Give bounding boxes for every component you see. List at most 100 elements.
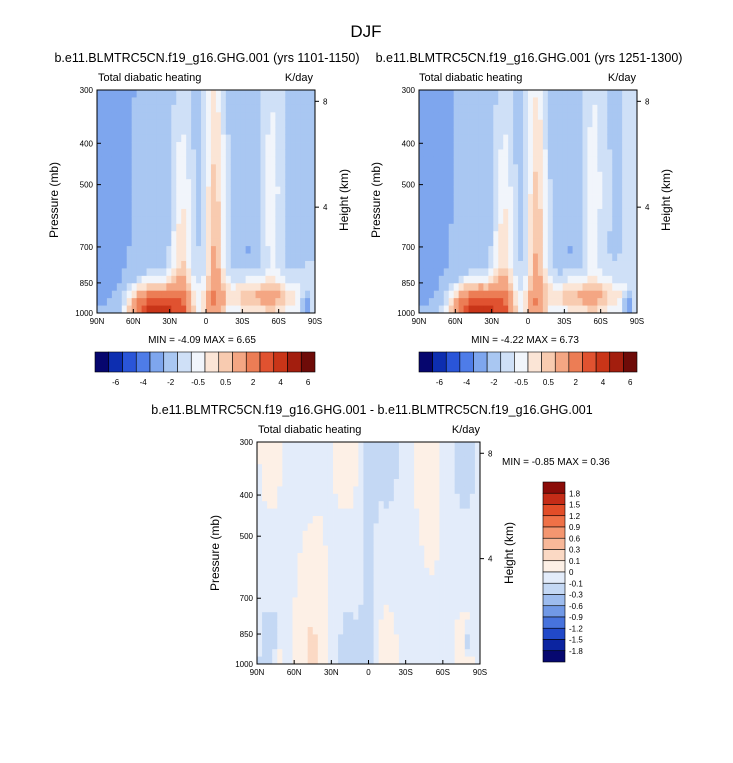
heatmap-cell: [295, 164, 301, 173]
heatmap-cell: [383, 597, 390, 606]
heatmap-cell: [373, 508, 380, 517]
heatmap-cell: [423, 119, 430, 128]
heatmap-cell: [448, 134, 455, 143]
heatmap-cell: [473, 149, 479, 158]
heatmap-cell: [270, 246, 276, 254]
heatmap-cell: [287, 627, 293, 635]
heatmap-cell: [176, 231, 182, 240]
heatmap-cell: [338, 560, 344, 569]
heatmap-cell: [627, 246, 633, 254]
heatmap-cell: [257, 604, 263, 613]
heatmap-cell: [607, 283, 613, 292]
heatmap-cell: [453, 268, 460, 277]
heatmap-cell: [453, 171, 460, 180]
heatmap-cell: [428, 208, 435, 217]
heatmap-cell: [393, 479, 400, 487]
heatmap-cell: [474, 604, 481, 613]
heatmap-cell: [255, 134, 261, 143]
heatmap-cell: [612, 149, 618, 158]
heatmap-cell: [230, 127, 237, 135]
heatmap-cell: [300, 290, 306, 299]
heatmap-cell: [312, 523, 319, 532]
heatmap-cell: [503, 216, 509, 225]
heatmap-cell: [171, 298, 177, 306]
heatmap-cell: [612, 142, 618, 150]
heatmap-cell: [597, 90, 603, 98]
heatmap-cell: [368, 493, 374, 502]
heatmap-cell: [191, 275, 197, 284]
panel-left-subtitle: b.e11.BLMTRC5CN.f19_g16.GHG.001 (yrs 110…: [54, 51, 359, 65]
heatmap-cell: [622, 260, 628, 269]
heatmap-cell: [617, 253, 623, 262]
heatmap-cell: [210, 201, 217, 210]
heatmap-cell: [348, 575, 354, 583]
heatmap-cell: [240, 305, 247, 314]
heatmap-cell: [146, 149, 152, 158]
heatmap-cell: [443, 142, 450, 150]
heatmap-cell: [260, 179, 266, 188]
heatmap-cell: [302, 479, 309, 487]
heatmap-cell: [327, 523, 334, 532]
heatmap-cell: [383, 582, 390, 591]
heatmap-cell: [617, 171, 623, 180]
heatmap-cell: [156, 201, 162, 210]
heatmap-cell: [419, 156, 425, 165]
heatmap-cell: [267, 449, 273, 458]
heatmap-cell: [483, 290, 489, 299]
heatmap-cell: [176, 268, 182, 277]
heatmap-cell: [285, 119, 291, 128]
colorbar-box: [542, 515, 566, 528]
heatmap-cell: [393, 612, 400, 620]
heatmap-cell: [567, 90, 573, 98]
heatmap-cell: [617, 238, 623, 247]
heatmap-cell: [523, 90, 529, 98]
heatmap-cell: [592, 104, 598, 113]
heatmap-cell: [126, 268, 133, 277]
heatmap-cell: [353, 590, 359, 598]
heatmap-cell: [285, 268, 291, 277]
heatmap-cell: [343, 493, 349, 502]
heatmap-cell: [409, 538, 415, 546]
heatmap-cell: [317, 449, 324, 458]
heatmap-cell: [166, 179, 172, 188]
colorbar-label: 0.5: [220, 378, 232, 387]
heatmap-cell: [333, 442, 339, 450]
heatmap-cell: [275, 268, 281, 277]
colorbar-box: [300, 351, 316, 373]
heatmap-cell: [597, 104, 603, 113]
heatmap-cell: [240, 268, 247, 277]
heatmap-cell: [398, 604, 405, 613]
heatmap-cell: [597, 97, 603, 106]
heatmap-cell: [300, 194, 306, 202]
colorbar-box: [542, 492, 566, 505]
heatmap-cell: [106, 194, 113, 202]
heatmap-cell: [627, 275, 633, 284]
heatmap-cell: [101, 90, 108, 98]
heatmap-cell: [225, 253, 232, 262]
heatmap-cell: [215, 283, 222, 292]
heatmap-cell: [322, 479, 329, 487]
heatmap-cell: [151, 231, 157, 240]
heatmap-cell: [302, 612, 309, 620]
heatmap-cell: [439, 575, 445, 583]
heatmap-cell: [577, 104, 583, 113]
heatmap-cell: [409, 604, 415, 613]
heatmap-cell: [290, 134, 296, 143]
colorbar-box: [122, 351, 137, 373]
y-tick-label: 300: [402, 86, 416, 95]
heatmap-cell: [433, 171, 440, 180]
heatmap-cell: [444, 634, 450, 643]
heatmap-cell: [312, 560, 319, 569]
heatmap-cell: [101, 104, 108, 113]
heatmap-cell: [582, 208, 588, 217]
heatmap-cell: [353, 656, 359, 665]
heatmap-cell: [459, 456, 466, 465]
heatmap-cell: [106, 305, 113, 314]
heatmap-cell: [423, 246, 430, 254]
heatmap-cell: [419, 553, 425, 561]
heatmap-cell: [280, 208, 286, 217]
heatmap-cell: [582, 268, 588, 277]
heatmap-cell: [280, 179, 286, 188]
heatmap-cell: [567, 253, 573, 262]
heatmap-cell: [220, 164, 227, 173]
